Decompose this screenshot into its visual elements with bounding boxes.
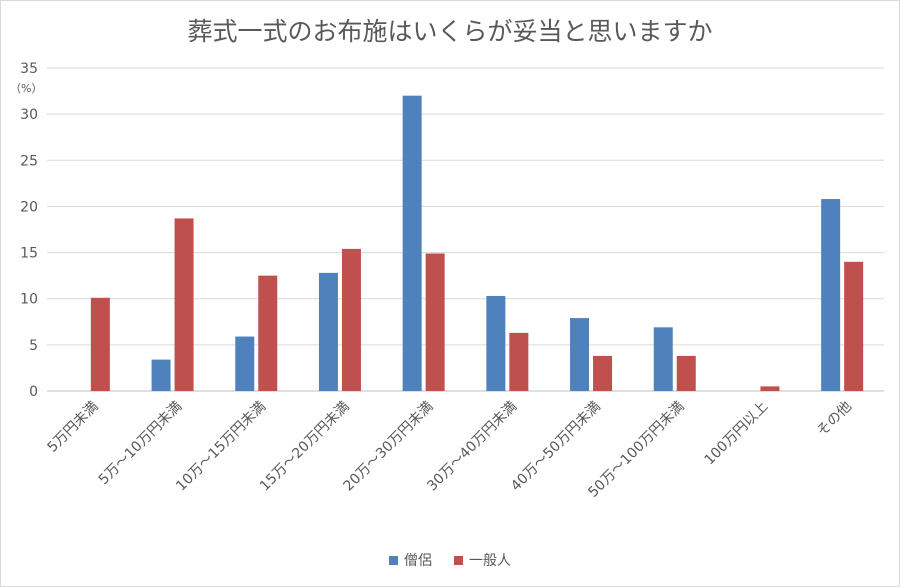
x-tick-label: 40万～50万円未満: [508, 399, 604, 495]
y-tick-label: 30: [20, 107, 38, 123]
bar: [760, 386, 780, 391]
y-tick-label: 10: [20, 292, 38, 308]
bar: [844, 261, 864, 391]
chart-title: 葬式一式のお布施はいくらが妥当と思いますか: [187, 17, 713, 46]
bar: [570, 318, 590, 391]
y-tick-label: 20: [20, 199, 38, 215]
legend: 僧侶 一般人: [0, 550, 900, 570]
legend-swatch-general: [454, 555, 463, 565]
legend-swatch-monk: [389, 555, 398, 565]
x-tick-label: 20万～30万円未満: [341, 399, 437, 495]
x-tick-label: 15万～20万円未満: [257, 399, 353, 495]
legend-label-general: 一般人: [469, 553, 511, 569]
legend-item-general: 一般人: [454, 550, 511, 570]
x-tick-label: 5万円未満: [44, 399, 101, 456]
legend-item-monk: 僧侶: [389, 550, 432, 570]
bar: [509, 332, 529, 391]
y-tick-label: 15: [20, 246, 38, 262]
bar: [90, 297, 110, 391]
bar: [341, 248, 361, 391]
bar: [821, 199, 841, 391]
bar: [486, 295, 506, 391]
y-tick-label: 25: [20, 153, 38, 169]
bar: [318, 272, 338, 391]
x-tick-label: 30万～40万円未満: [424, 399, 520, 495]
y-axis-unit-label: （%）: [10, 82, 43, 95]
y-tick-label: 35: [20, 61, 38, 77]
bar: [151, 359, 171, 391]
bar: [174, 218, 194, 391]
bar: [258, 275, 278, 391]
bar: [653, 327, 673, 391]
bar: [235, 336, 255, 391]
legend-label-monk: 僧侶: [404, 553, 432, 569]
y-tick-label: 0: [29, 384, 38, 400]
x-tick-label: 10万～15万円未満: [173, 399, 269, 495]
x-tick-label: その他: [814, 399, 855, 440]
bar: [593, 355, 613, 391]
bar: [676, 355, 696, 391]
x-tick-label: 5万～10万円未満: [96, 399, 186, 489]
y-tick-label: 5: [29, 338, 38, 354]
bar: [402, 95, 422, 391]
bar: [425, 253, 445, 391]
x-tick-label: 50万～100万円未満: [585, 399, 687, 501]
x-tick-label: 100万円以上: [701, 399, 771, 469]
